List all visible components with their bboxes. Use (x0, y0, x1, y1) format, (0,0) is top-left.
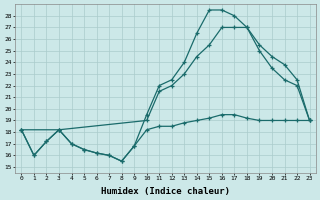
X-axis label: Humidex (Indice chaleur): Humidex (Indice chaleur) (101, 187, 230, 196)
